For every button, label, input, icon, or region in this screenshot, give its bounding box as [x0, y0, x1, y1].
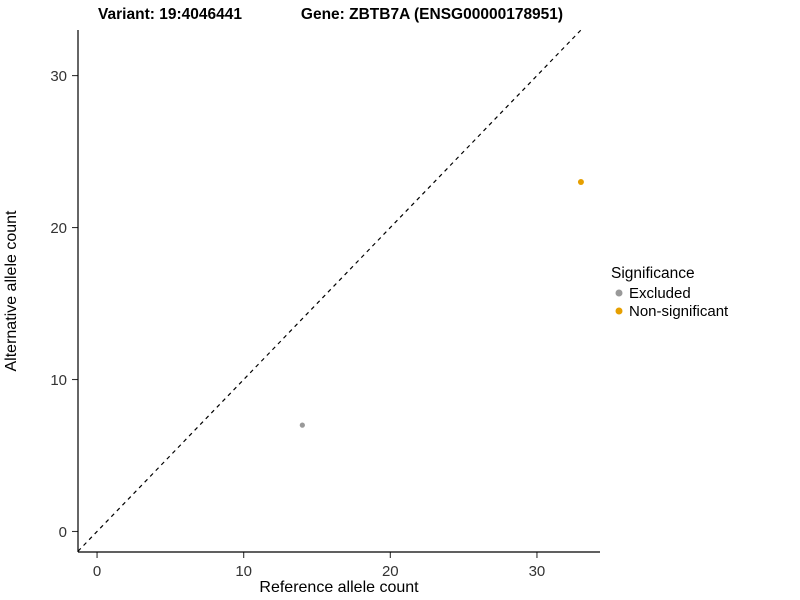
x-tick-label: 0 — [93, 563, 101, 580]
identity-line — [77, 29, 582, 552]
data-point-non-significant — [577, 178, 584, 185]
plot-title-gene: Gene: ZBTB7A (ENSG00000178951) — [301, 6, 563, 23]
x-axis-title: Reference allele count — [259, 579, 419, 596]
data-point-excluded — [299, 422, 305, 428]
axis-ticks: 0 10 20 30 0 10 20 30 — [50, 68, 545, 580]
data-points — [299, 178, 584, 428]
y-tick-label: 0 — [59, 524, 67, 541]
x-tick-label: 20 — [382, 563, 399, 580]
x-tick-label: 30 — [529, 563, 546, 580]
legend: Significance Excluded Non-significant — [611, 265, 729, 320]
identity-dashed-line — [77, 29, 582, 552]
legend-dot-excluded — [615, 289, 623, 297]
legend-label-nonsignificant: Non-significant — [629, 303, 729, 320]
y-axis-title: Alternative allele count — [3, 210, 20, 372]
axis-lines — [77, 30, 600, 553]
y-tick-label: 20 — [50, 220, 67, 237]
x-tick-label: 10 — [235, 563, 252, 580]
legend-dot-nonsignificant — [615, 307, 623, 315]
y-tick-label: 30 — [50, 68, 67, 85]
legend-title: Significance — [611, 265, 695, 282]
y-tick-label: 10 — [50, 372, 67, 389]
plot-title-variant: Variant: 19:4046441 — [98, 6, 242, 23]
legend-label-excluded: Excluded — [629, 285, 691, 302]
